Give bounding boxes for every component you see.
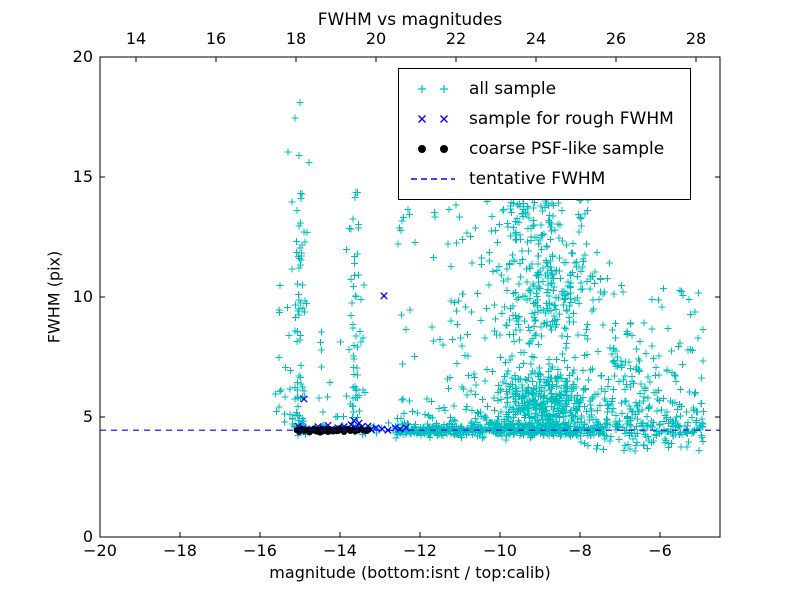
y-tick-label: 15 xyxy=(72,167,93,186)
x-tick-label-top: 24 xyxy=(525,29,547,48)
tick-marks xyxy=(99,56,720,538)
x-tick-label-bottom: −20 xyxy=(83,541,117,560)
legend-label: sample for rough FWHM xyxy=(469,109,674,129)
legend-marker-dot-icon xyxy=(418,145,448,153)
y-tick-label: 5 xyxy=(82,407,93,426)
x-tick-label-top: 28 xyxy=(685,29,707,48)
x-tick-label-top: 14 xyxy=(125,29,147,48)
chart-title: FWHM vs magnitudes xyxy=(317,10,503,30)
x-tick-label-bottom: −8 xyxy=(568,541,592,560)
x-tick-label-top: 18 xyxy=(285,29,307,48)
legend-marker-plus-icon xyxy=(418,85,448,93)
x-tick-label-bottom: −14 xyxy=(323,541,357,560)
x-tick-label-top: 22 xyxy=(445,29,467,48)
series-psf-like-sample xyxy=(293,425,372,436)
x-tick-label-top: 26 xyxy=(605,29,627,48)
legend-marker-dashed-line-icon xyxy=(411,178,455,180)
x-tick-label-top: 16 xyxy=(205,29,227,48)
legend-row: coarse PSF-like sample xyxy=(409,136,674,162)
x-tick-label-bottom: −16 xyxy=(243,541,277,560)
legend-marker-x-icon xyxy=(418,115,448,123)
x-tick-label-bottom: −18 xyxy=(163,541,197,560)
legend-label: tentative FWHM xyxy=(469,169,606,189)
series-rough-fwhm-sample xyxy=(294,292,410,436)
y-tick-label: 10 xyxy=(72,287,93,306)
x-axis-label: magnitude (bottom:isnt / top:calib) xyxy=(269,563,551,582)
x-tick-label-bottom: −12 xyxy=(403,541,437,560)
legend-row: all sample xyxy=(409,76,674,102)
legend-row: sample for rough FWHM xyxy=(409,106,674,132)
legend-label: all sample xyxy=(469,79,557,99)
legend-box: all sample sample for rough FWHM coarse PS… xyxy=(398,68,691,200)
x-tick-label-bottom: −6 xyxy=(648,541,672,560)
x-tick-label-top: 20 xyxy=(365,29,387,48)
y-tick-label: 20 xyxy=(72,47,93,66)
y-tick-label: 0 xyxy=(82,527,93,546)
legend-label: coarse PSF-like sample xyxy=(469,139,665,159)
legend-row: tentative FWHM xyxy=(409,166,674,192)
x-tick-label-bottom: −10 xyxy=(483,541,517,560)
